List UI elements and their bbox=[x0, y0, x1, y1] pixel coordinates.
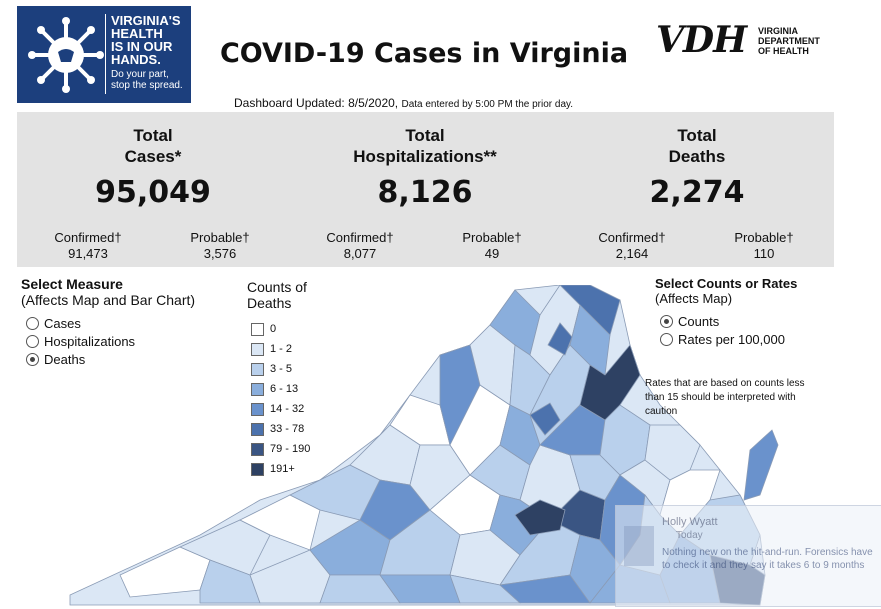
probable-label: Probable† bbox=[190, 230, 250, 245]
select-measure-heading: Select Measure bbox=[21, 276, 123, 292]
cases-probable: Probable† 3,576 bbox=[170, 230, 270, 262]
stat-label: Total Deaths bbox=[668, 126, 726, 166]
deaths-confirmed: Confirmed† 2,164 bbox=[582, 230, 682, 262]
radio-circle-selected[interactable] bbox=[660, 314, 673, 328]
radio-rates[interactable]: Rates per 100,000 bbox=[660, 330, 797, 348]
legend-swatch bbox=[251, 342, 264, 356]
stat-label: Total Hospitalizations** bbox=[353, 126, 497, 166]
stat-value: 8,126 bbox=[377, 175, 473, 210]
legend-label: 6 - 13 bbox=[270, 383, 299, 395]
radio-counts[interactable]: Counts bbox=[660, 312, 797, 330]
legend-label: 3 - 5 bbox=[270, 363, 293, 375]
legend-item: 14 - 32 bbox=[247, 399, 310, 419]
radio-label: Cases bbox=[44, 315, 81, 331]
vdh-org-name: VIRGINIA DEPARTMENT OF HEALTH bbox=[758, 26, 820, 56]
virginia-health-logo: VIRGINIA'S HEALTH IS IN OUR HANDS. Do yo… bbox=[17, 6, 191, 103]
confirmed-value: 8,077 bbox=[343, 246, 377, 261]
vdh-mark: VDH bbox=[656, 19, 747, 61]
radio-circle[interactable] bbox=[26, 316, 39, 330]
vdh-logo: VDH VIRGINIA DEPARTMENT OF HEALTH bbox=[656, 20, 836, 60]
radio-label: Hospitalizations bbox=[44, 333, 136, 349]
confirmed-value: 2,164 bbox=[615, 246, 649, 261]
counts-rates-subheading: (Affects Map) bbox=[655, 291, 733, 306]
legend-item: 1 - 2 bbox=[247, 339, 310, 359]
stat-total-cases: Total Cases* 95,049 bbox=[17, 112, 289, 210]
select-counts-rates-panel: Select Counts or Rates (Affects Map) Cou… bbox=[655, 276, 797, 348]
radio-label: Deaths bbox=[44, 351, 86, 367]
hosp-probable: Probable† 49 bbox=[442, 230, 542, 262]
legend-item: 0 bbox=[247, 319, 310, 339]
legend-item: 79 - 190 bbox=[247, 439, 310, 459]
popup-message-line1: Nothing new on the hit-and-run. Forensic… bbox=[662, 547, 873, 558]
confirmed-value: 91,473 bbox=[68, 246, 108, 261]
select-measure-panel: Select Measure (Affects Map and Bar Char… bbox=[21, 276, 195, 368]
stat-value: 2,274 bbox=[649, 175, 745, 210]
legend-item: 3 - 5 bbox=[247, 359, 310, 379]
stats-panel: Total Cases* 95,049 Confirmed† 91,473 Pr… bbox=[17, 112, 834, 267]
radio-circle[interactable] bbox=[26, 334, 39, 348]
counts-rates-heading: Select Counts or Rates bbox=[655, 276, 798, 291]
hosp-confirmed: Confirmed† 8,077 bbox=[310, 230, 410, 262]
confirmed-label: Confirmed† bbox=[54, 230, 122, 245]
probable-label: Probable† bbox=[734, 230, 794, 245]
radio-label: Counts bbox=[678, 313, 720, 329]
legend-label: 1 - 2 bbox=[270, 343, 293, 355]
legend-label: 191+ bbox=[270, 463, 295, 475]
radio-cases[interactable]: Cases bbox=[26, 314, 195, 332]
stat-total-deaths: Total Deaths 2,274 bbox=[561, 112, 833, 210]
legend-label: 79 - 190 bbox=[270, 443, 311, 455]
probable-value: 3,576 bbox=[203, 246, 237, 261]
updated-note: Data entered by 5:00 PM the prior day. bbox=[401, 99, 574, 110]
legend-swatch bbox=[251, 442, 264, 456]
radio-circle-selected[interactable] bbox=[26, 352, 39, 366]
stat-label: Total Cases* bbox=[124, 126, 182, 166]
page-title: COVID-19 Cases in Virginia bbox=[219, 38, 629, 69]
logo-slogan-sub: Do your part, stop the spread. bbox=[111, 69, 183, 91]
legend-swatch bbox=[251, 462, 264, 476]
stat-value: 95,049 bbox=[95, 175, 211, 210]
updated-text: Dashboard Updated: 8/5/2020, bbox=[234, 96, 399, 110]
legend-swatch bbox=[251, 362, 264, 376]
stat-total-hospitalizations: Total Hospitalizations** 8,126 bbox=[289, 112, 561, 210]
probable-value: 110 bbox=[753, 246, 775, 261]
legend-item: 191+ bbox=[247, 459, 310, 479]
logo-slogan-main: VIRGINIA'S HEALTH IS IN OUR HANDS. bbox=[111, 13, 181, 67]
confirmed-label: Confirmed† bbox=[598, 230, 666, 245]
cases-confirmed: Confirmed† 91,473 bbox=[38, 230, 138, 262]
select-measure-subheading: (Affects Map and Bar Chart) bbox=[21, 292, 196, 308]
legend-heading: Counts of Deaths bbox=[247, 279, 307, 311]
legend-swatch bbox=[251, 402, 264, 416]
virus-hands-icon bbox=[28, 17, 104, 93]
popup-message: Nothing new on the hit-and-run. Forensic… bbox=[662, 546, 881, 572]
confirmed-label: Confirmed† bbox=[326, 230, 394, 245]
radio-label: Rates per 100,000 bbox=[678, 331, 785, 347]
probable-value: 49 bbox=[484, 246, 500, 261]
map-legend: Counts of Deaths 0 1 - 2 3 - 5 6 - 13 14 - 3… bbox=[247, 279, 310, 479]
dashboard-updated: Dashboard Updated: 8/5/2020, Data entere… bbox=[234, 96, 573, 110]
legend-swatch bbox=[251, 322, 264, 336]
probable-label: Probable† bbox=[462, 230, 522, 245]
radio-deaths[interactable]: Deaths bbox=[26, 350, 195, 368]
legend-label: 0 bbox=[270, 323, 277, 335]
notification-popup[interactable]: Holly Wyatt Today Nothing new on the hit… bbox=[615, 505, 881, 607]
legend-swatch bbox=[251, 382, 264, 396]
popup-message-line2: to check it and they say it takes 6 to 9… bbox=[662, 560, 865, 571]
legend-item: 6 - 13 bbox=[247, 379, 310, 399]
popup-day: Today bbox=[676, 530, 703, 541]
deaths-probable: Probable† 110 bbox=[714, 230, 814, 262]
legend-swatch bbox=[251, 422, 264, 436]
avatar bbox=[624, 526, 654, 566]
rates-caution-note: Rates that are based on counts less than… bbox=[645, 378, 805, 417]
popup-sender: Holly Wyatt bbox=[662, 516, 718, 528]
legend-item: 33 - 78 bbox=[247, 419, 310, 439]
logo-slogan: VIRGINIA'S HEALTH IS IN OUR HANDS. Do yo… bbox=[105, 14, 195, 94]
radio-circle[interactable] bbox=[660, 332, 673, 346]
radio-hospitalizations[interactable]: Hospitalizations bbox=[26, 332, 195, 350]
legend-label: 14 - 32 bbox=[270, 403, 305, 415]
legend-label: 33 - 78 bbox=[270, 423, 305, 435]
